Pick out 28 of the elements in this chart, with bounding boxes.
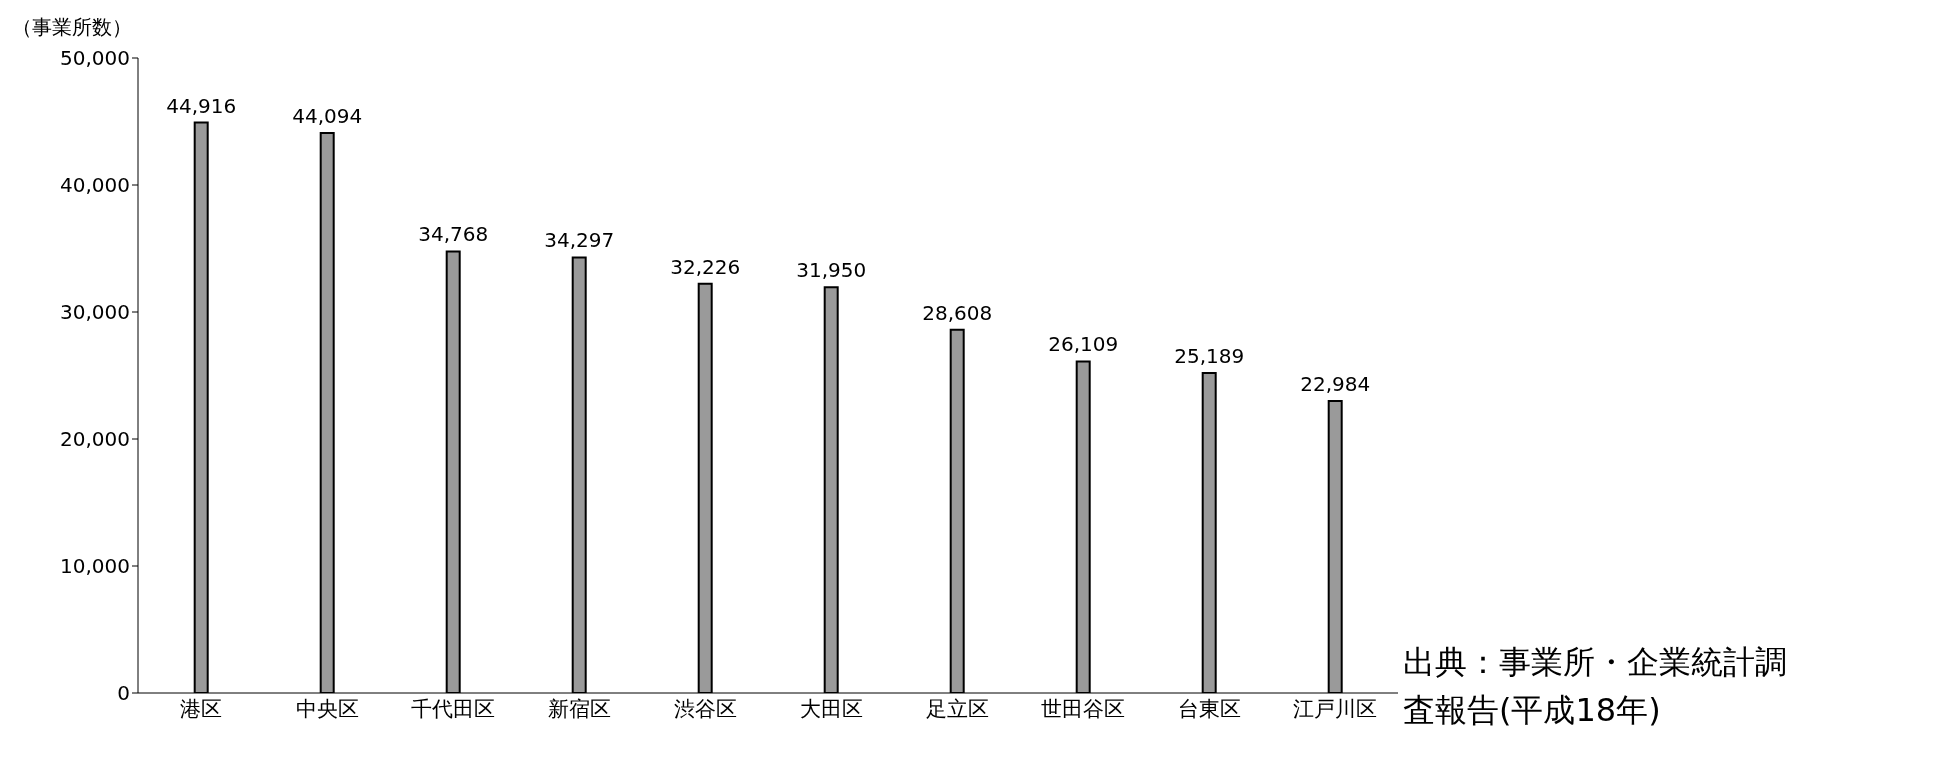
data-label: 44,094	[292, 104, 363, 129]
data-label: 34,297	[544, 228, 615, 253]
x-tick-label: 港区	[180, 696, 222, 721]
y-tick-label: 30,000	[60, 300, 130, 325]
data-label: 28,608	[922, 300, 993, 325]
x-tick-label: 台東区	[1177, 696, 1241, 721]
data-label: 44,916	[166, 93, 237, 118]
y-tick-label: 10,000	[60, 554, 130, 579]
data-label: 31,950	[796, 258, 867, 283]
x-tick-label: 大田区	[799, 696, 863, 721]
x-tick-label: 新宿区	[547, 696, 611, 721]
data-label: 22,984	[1300, 372, 1371, 397]
x-tick-label: 渋谷区	[673, 696, 737, 721]
data-label: 34,768	[418, 222, 489, 247]
y-tick-label: 50,000	[60, 46, 130, 71]
data-label: 25,189	[1174, 344, 1245, 369]
data-label: 32,226	[670, 254, 741, 279]
x-tick-label: 千代田区	[411, 696, 495, 721]
source-note: 出典：事業所・企業統計調査報告(平成18年)	[1403, 642, 1788, 731]
y-axis-title: （事業所数）	[12, 14, 132, 41]
x-tick-label: 世田谷区	[1041, 696, 1125, 721]
y-tick-label: 0	[117, 681, 130, 706]
y-tick-label: 40,000	[60, 173, 130, 198]
x-tick-label: 中央区	[295, 696, 359, 721]
x-tick-label: 江戸川区	[1293, 696, 1377, 721]
y-tick-label: 20,000	[60, 427, 130, 452]
x-tick-label: 足立区	[925, 696, 989, 721]
data-label: 26,109	[1048, 332, 1119, 357]
